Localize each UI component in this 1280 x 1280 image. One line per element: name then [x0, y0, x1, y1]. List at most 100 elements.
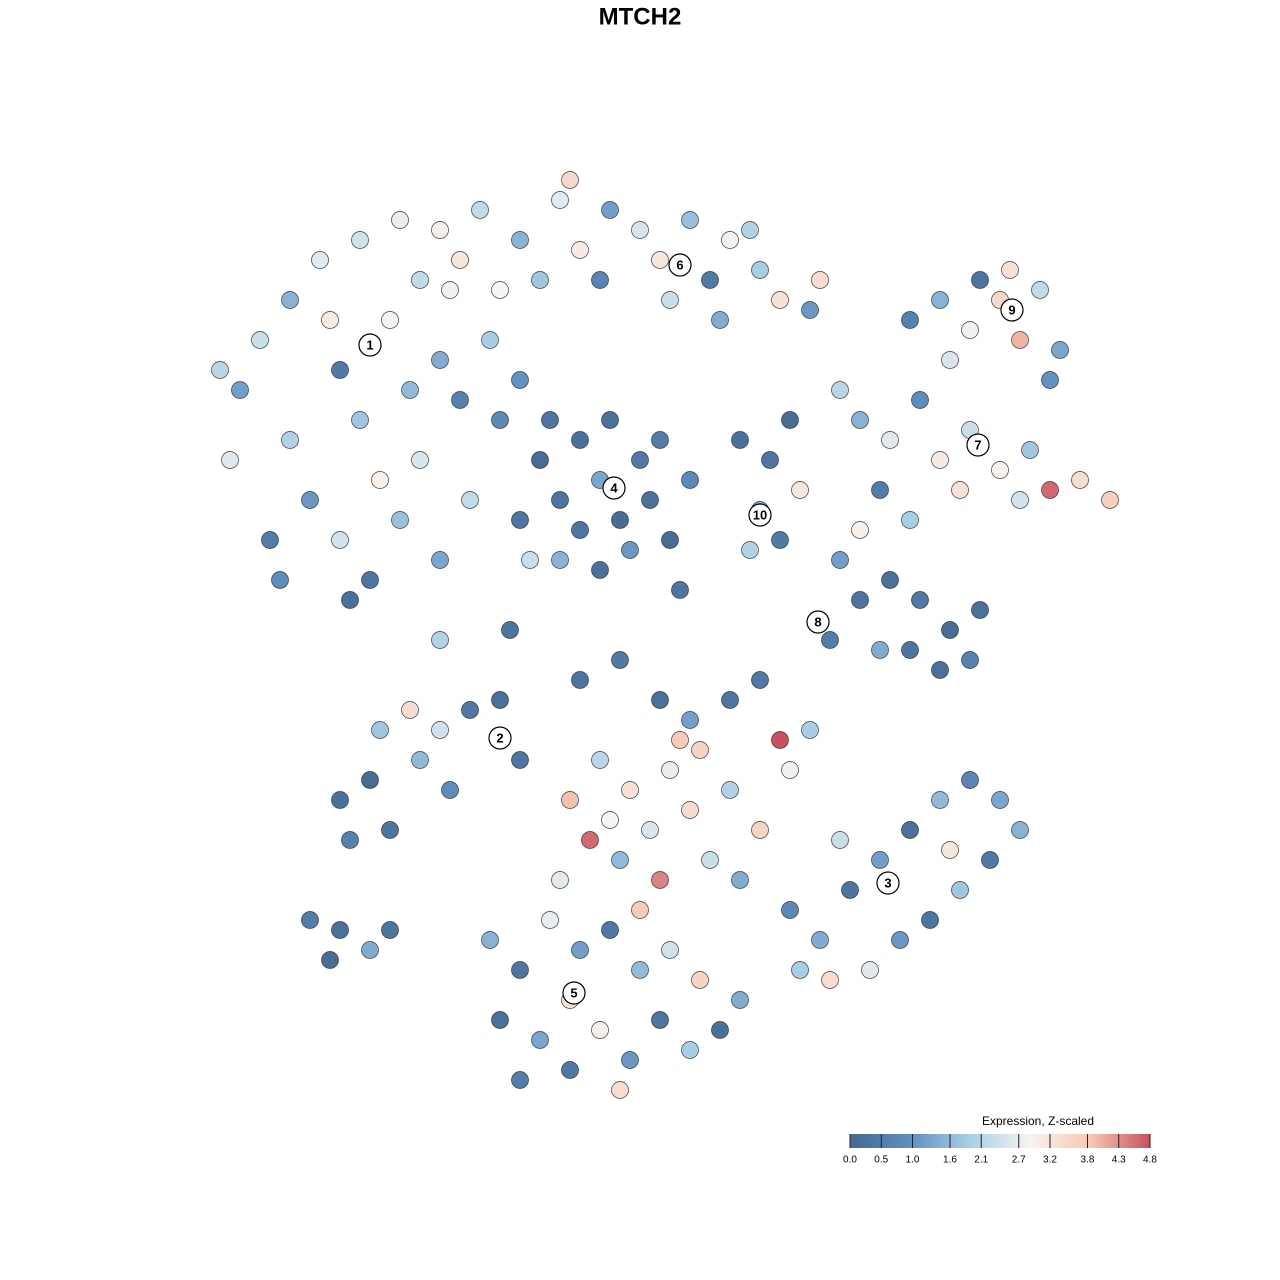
point	[881, 571, 899, 589]
point	[681, 801, 699, 819]
point	[511, 371, 529, 389]
point	[871, 481, 889, 499]
point	[631, 451, 649, 469]
point	[831, 381, 849, 399]
cluster-badge	[806, 610, 830, 634]
point	[741, 221, 759, 239]
point	[641, 821, 659, 839]
point	[511, 961, 529, 979]
point	[901, 311, 919, 329]
point	[331, 921, 349, 939]
point	[301, 491, 319, 509]
cluster-label: 8	[814, 614, 821, 629]
point	[621, 781, 639, 799]
point	[301, 911, 319, 929]
point	[801, 721, 819, 739]
point	[431, 721, 449, 739]
point	[311, 251, 329, 269]
point	[361, 771, 379, 789]
point	[851, 591, 869, 609]
point	[881, 431, 899, 449]
point	[971, 271, 989, 289]
point	[611, 511, 629, 529]
point	[341, 831, 359, 849]
point	[531, 451, 549, 469]
point	[851, 521, 869, 539]
point	[451, 251, 469, 269]
cluster-badge	[966, 433, 990, 457]
point	[951, 481, 969, 499]
point	[921, 911, 939, 929]
point	[831, 831, 849, 849]
point	[891, 931, 909, 949]
point	[781, 411, 799, 429]
point	[941, 621, 959, 639]
point	[501, 621, 519, 639]
point	[801, 301, 819, 319]
point	[591, 1021, 609, 1039]
point	[611, 651, 629, 669]
point	[681, 1041, 699, 1059]
point	[331, 361, 349, 379]
point	[831, 551, 849, 569]
point	[601, 201, 619, 219]
point	[1011, 331, 1029, 349]
point	[351, 231, 369, 249]
point	[701, 851, 719, 869]
point	[721, 231, 739, 249]
point	[321, 311, 339, 329]
point	[351, 411, 369, 429]
colorbar-tick-label: 4.3	[1112, 1155, 1126, 1166]
point	[771, 291, 789, 309]
point	[751, 671, 769, 689]
cluster-label: 4	[610, 480, 618, 495]
point	[691, 971, 709, 989]
point	[1101, 491, 1119, 509]
point	[931, 661, 949, 679]
point	[531, 271, 549, 289]
point	[511, 1071, 529, 1089]
cluster-badge	[488, 726, 512, 750]
point	[871, 851, 889, 869]
point	[851, 411, 869, 429]
point	[621, 1051, 639, 1069]
point	[771, 531, 789, 549]
point	[901, 821, 919, 839]
point	[651, 871, 669, 889]
cluster-label: 6	[676, 257, 683, 272]
point	[441, 281, 459, 299]
cluster-label: 10	[753, 507, 767, 522]
point	[511, 231, 529, 249]
point	[461, 491, 479, 509]
cluster-badge	[876, 871, 900, 895]
chart-title: MTCH2	[599, 3, 682, 30]
point	[601, 811, 619, 829]
cluster-badge	[668, 253, 692, 277]
point	[951, 881, 969, 899]
point	[581, 831, 599, 849]
point	[251, 331, 269, 349]
cluster-badge	[562, 981, 586, 1005]
colorbar-tick-label: 3.8	[1081, 1155, 1095, 1166]
colorbar-tick-label: 3.2	[1043, 1155, 1057, 1166]
point	[571, 241, 589, 259]
point	[411, 451, 429, 469]
point	[1021, 441, 1039, 459]
point	[381, 921, 399, 939]
point	[571, 671, 589, 689]
point	[771, 731, 789, 749]
point	[811, 931, 829, 949]
point	[611, 851, 629, 869]
point	[591, 751, 609, 769]
point	[631, 961, 649, 979]
cluster-label: 5	[570, 985, 577, 1000]
points	[211, 171, 1119, 1099]
point	[761, 451, 779, 469]
point	[451, 391, 469, 409]
point	[601, 411, 619, 429]
point	[491, 691, 509, 709]
point	[931, 451, 949, 469]
colorbar-tick-label: 1.6	[943, 1155, 957, 1166]
point	[491, 281, 509, 299]
cluster-label: 3	[884, 875, 891, 890]
